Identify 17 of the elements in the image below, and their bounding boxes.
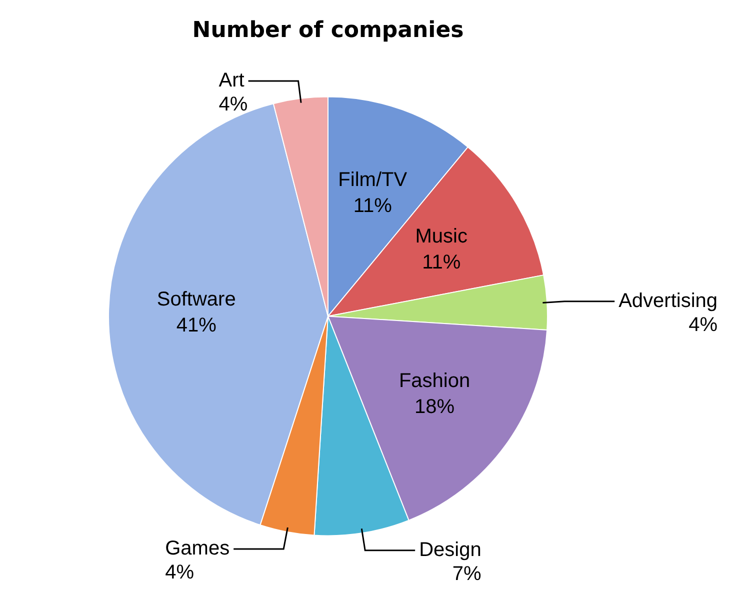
slice-label: Fashion bbox=[398, 370, 470, 392]
data-label: 18% bbox=[414, 396, 455, 418]
data-label: 41% bbox=[176, 314, 217, 337]
data-label: 11% bbox=[422, 252, 461, 274]
data-label: 4% bbox=[688, 314, 718, 336]
slice-label: Games bbox=[165, 538, 230, 560]
data-label: 4% bbox=[165, 562, 194, 584]
data-label: 7% bbox=[452, 562, 482, 585]
data-label: 11% bbox=[353, 194, 392, 217]
data-label: 4% bbox=[218, 94, 248, 116]
slice-label: Advertising bbox=[618, 290, 718, 312]
slice-label: Art bbox=[218, 70, 245, 92]
slice-label: Film/TV bbox=[338, 168, 408, 191]
slice-label: Music bbox=[415, 226, 468, 248]
chart-title: Number of companies bbox=[192, 18, 464, 43]
slice-label: Design bbox=[419, 538, 482, 561]
slice-label: Software bbox=[156, 288, 236, 311]
